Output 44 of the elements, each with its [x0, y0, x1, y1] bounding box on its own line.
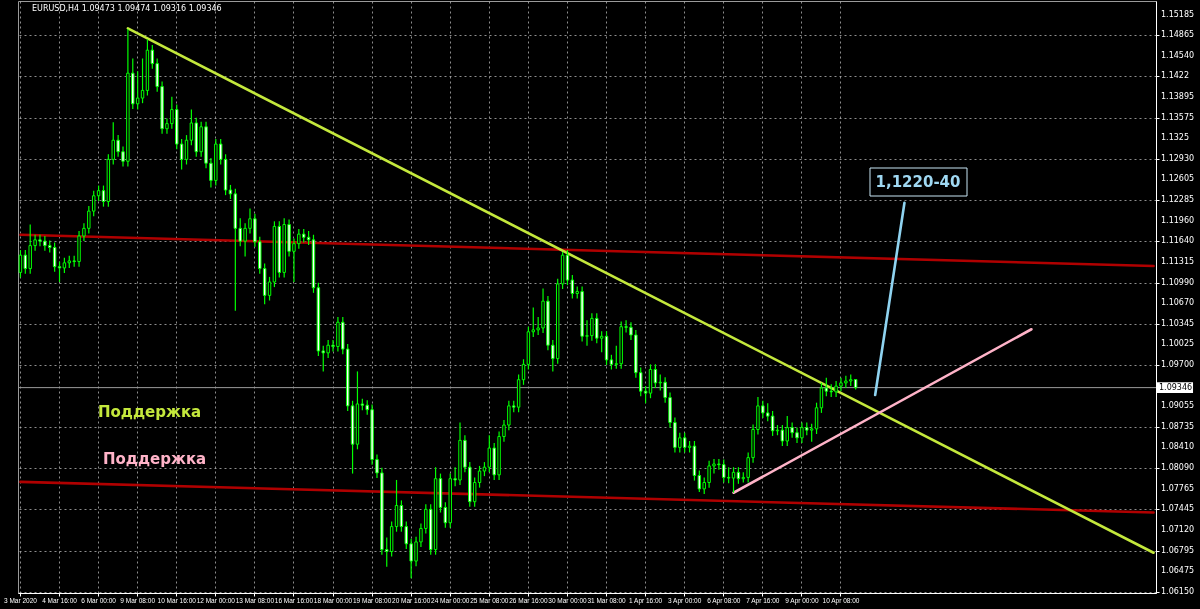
y-tick-label: 1.14540: [1161, 50, 1195, 60]
y-tick-label: 1.13575: [1161, 112, 1195, 122]
y-tick-label: 1.06475: [1161, 565, 1195, 575]
y-tick-label: 1.11315: [1161, 256, 1195, 266]
y-tick-label: 1.09700: [1161, 360, 1195, 370]
y-tick-label: 1.07765: [1161, 483, 1195, 493]
y-tick-label: 1.08410: [1161, 442, 1195, 452]
candlestick: [770, 410, 775, 437]
chart-title: EURUSD,H4 1.09473 1.09474 1.09316 1.09346: [32, 4, 222, 13]
text: Поддержка: [98, 403, 202, 421]
y-tick-label: 1.15185: [1161, 9, 1195, 19]
y-tick-label: 1.08090: [1161, 462, 1195, 472]
y-tick-label: 1.13895: [1161, 92, 1195, 102]
candlestick: [140, 57, 145, 104]
candlestick: [780, 424, 785, 447]
candlestick: [23, 249, 28, 275]
y-tick-label: 1.12605: [1161, 174, 1195, 184]
y-tick-label: 1.07445: [1161, 504, 1195, 514]
candlestick: [653, 363, 658, 389]
y-tick-label: 1.10990: [1161, 277, 1195, 287]
y-tick-label: 1.08735: [1161, 421, 1195, 431]
y-tick-label: 1.06150: [1161, 586, 1195, 596]
y-tick-label: 1.11640: [1161, 236, 1195, 246]
ref-line-label: 1.09346: [1159, 382, 1193, 392]
candlestick: [682, 432, 687, 454]
candlestick: [52, 241, 57, 273]
y-tick-label: 1.10025: [1161, 339, 1195, 349]
y-tick-label: 1.10345: [1161, 318, 1195, 328]
annotation: 1,1220-40: [875, 173, 961, 191]
y-tick-label: 1.12285: [1161, 194, 1195, 204]
y-tick-label: 1.10670: [1161, 298, 1195, 308]
candlestick: [731, 466, 736, 494]
candlestick: [487, 434, 492, 473]
y-tick-label: 1.09055: [1161, 401, 1195, 411]
y-tick-label: 1.07120: [1161, 524, 1195, 534]
y-tick-label: 1.1325: [1161, 133, 1189, 143]
y-tick-label: 1.06795: [1161, 545, 1195, 555]
candlestick: [814, 402, 819, 435]
y-tick-label: 1.11960: [1161, 215, 1195, 225]
candlestick: [135, 70, 140, 111]
text: Поддержка: [103, 450, 207, 468]
y-tick-label: 1.12930: [1161, 153, 1195, 163]
y-tick-label: 1.14865: [1161, 30, 1195, 40]
y-tick-label: 1.1422: [1161, 71, 1189, 81]
